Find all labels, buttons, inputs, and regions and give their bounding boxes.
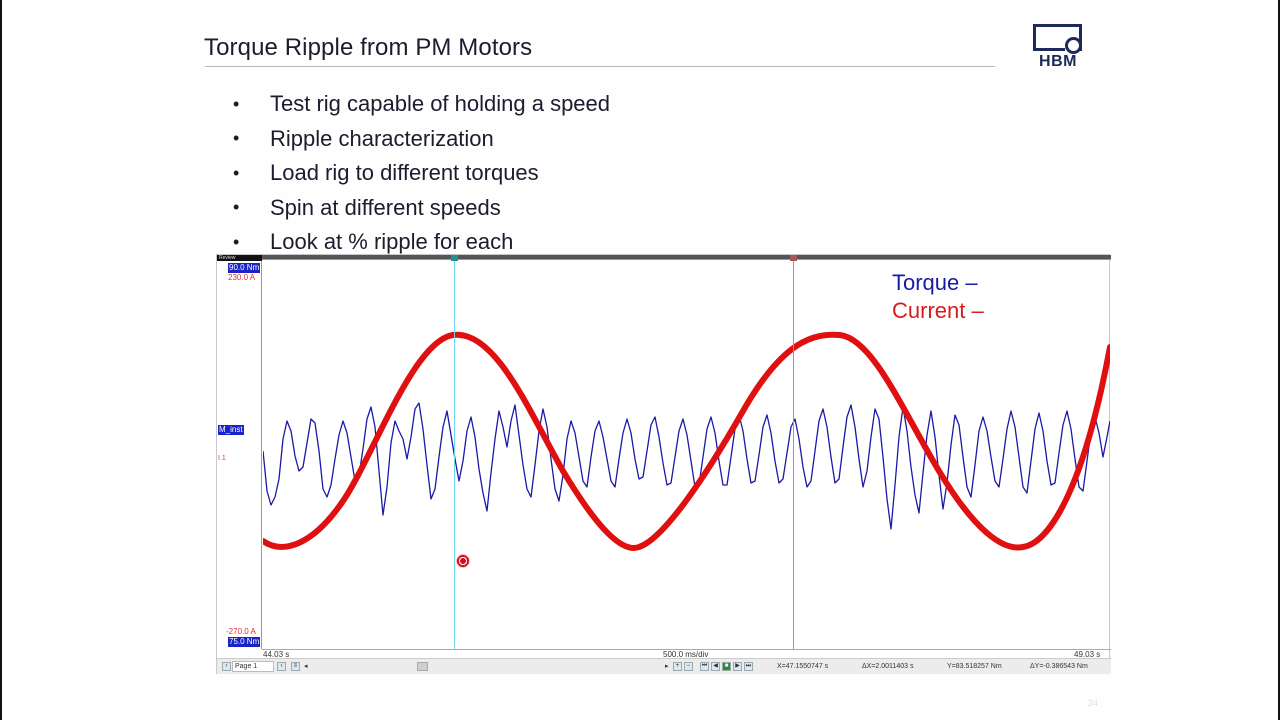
- cursor-2-handle[interactable]: [790, 255, 797, 261]
- bullet-item: • Load rig to different torques: [233, 156, 610, 191]
- prev-button[interactable]: ◀: [711, 662, 720, 671]
- time-scrollbar-thumb[interactable]: [417, 662, 428, 671]
- bullet-item: • Ripple characterization: [233, 122, 610, 157]
- window-border-left: [0, 0, 2, 720]
- current-max-label[interactable]: 230.0 A: [228, 273, 256, 282]
- time-axis: 44.03 s 500.0 ms/div 49.03 s: [262, 649, 1111, 659]
- review-tag: Review: [217, 255, 262, 261]
- page-prev-button[interactable]: ‹: [222, 662, 231, 671]
- scroll-right-arrow[interactable]: ▸: [665, 663, 669, 670]
- channel-torque-label[interactable]: M_inst: [218, 425, 244, 435]
- bullet-text: Test rig capable of holding a speed: [270, 91, 611, 117]
- zoom-in-button[interactable]: +: [673, 662, 682, 671]
- page-selector[interactable]: Page 1: [232, 661, 274, 672]
- cursor-1-line[interactable]: [454, 255, 455, 649]
- bullet-text: Spin at different speeds: [270, 194, 501, 220]
- bullet-icon: •: [233, 197, 240, 218]
- bullet-icon: •: [233, 231, 240, 252]
- y-scale-panel: 90.0 Nm 230.0 A M_inst I 1 -270.0 A 75.0…: [217, 261, 262, 649]
- slide-page-number: 24: [1088, 698, 1099, 708]
- torque-min-label[interactable]: 75.0 Nm: [228, 637, 261, 647]
- torque-trace: [263, 402, 1110, 530]
- channel-current-label[interactable]: I 1: [218, 455, 226, 462]
- status-bar: ‹ Page 1 › ≡ ◂ ▸ + − ⏮ ◀ ■ ▶ ⏭ X=47.1550…: [217, 658, 1111, 674]
- waveform-plot[interactable]: [263, 261, 1110, 649]
- logo-frame-bottom: [1033, 48, 1065, 51]
- waveform-svg: [263, 331, 1110, 551]
- legend: Torque – Current –: [892, 269, 984, 325]
- legend-torque: Torque –: [892, 270, 978, 295]
- play-button[interactable]: ▶: [733, 662, 742, 671]
- stop-button[interactable]: ■: [722, 662, 731, 671]
- current-min-label[interactable]: -270.0 A: [226, 627, 256, 636]
- cursor-2-line[interactable]: [793, 255, 794, 649]
- cursor-x-readout: X=47.1550747 s: [777, 663, 829, 670]
- time-end-label: 49.03 s: [1074, 650, 1101, 659]
- bullet-icon: •: [233, 128, 240, 149]
- bullet-item: • Test rig capable of holding a speed: [233, 87, 610, 122]
- bullet-item: • Spin at different speeds: [233, 191, 610, 226]
- bullet-text: Look at % ripple for each: [270, 229, 514, 255]
- window-border-right: [1278, 0, 1280, 720]
- cursor-dx-readout: ΔX=2.0011403 s: [862, 663, 914, 670]
- zoom-out-button[interactable]: −: [684, 662, 693, 671]
- bullet-list: • Test rig capable of holding a speed • Ri…: [233, 87, 610, 260]
- time-start-label: 44.03 s: [263, 650, 290, 659]
- legend-current: Current –: [892, 298, 984, 323]
- bullet-item: • Look at % ripple for each: [233, 225, 610, 260]
- page-menu-button[interactable]: ≡: [291, 662, 300, 671]
- scroll-left-arrow[interactable]: ◂: [304, 663, 308, 670]
- bullet-icon: •: [233, 93, 240, 114]
- last-button[interactable]: ⏭: [744, 662, 753, 671]
- logo-text: HBM: [1039, 53, 1077, 70]
- mouse-pointer-indicator: [456, 554, 470, 568]
- torque-max-label[interactable]: 90.0 Nm: [228, 263, 261, 273]
- bullet-text: Ripple characterization: [270, 125, 494, 151]
- current-trace: [263, 331, 1110, 551]
- title-divider: [205, 66, 995, 67]
- slide-title: Torque Ripple from PM Motors: [204, 34, 533, 61]
- cursor-1-handle[interactable]: [451, 255, 458, 261]
- hbm-logo: HBM: [1032, 24, 1084, 70]
- logo-frame-icon: [1033, 24, 1082, 51]
- logo-circle-icon: [1065, 37, 1082, 54]
- cursor-y-readout: Y=83.518257 Nm: [947, 663, 1002, 670]
- oscilloscope-window: Review 90.0 Nm 230.0 A M_inst I 1 -270.0…: [216, 254, 1111, 674]
- time-division-label: 500.0 ms/div: [663, 650, 709, 659]
- cursor-dy-readout: ΔY=-0.386543 Nm: [1030, 663, 1088, 670]
- page-next-button[interactable]: ›: [277, 662, 286, 671]
- first-button[interactable]: ⏮: [700, 662, 709, 671]
- cursor-track-bar[interactable]: [262, 255, 1111, 260]
- bullet-icon: •: [233, 162, 240, 183]
- bullet-text: Load rig to different torques: [270, 160, 539, 186]
